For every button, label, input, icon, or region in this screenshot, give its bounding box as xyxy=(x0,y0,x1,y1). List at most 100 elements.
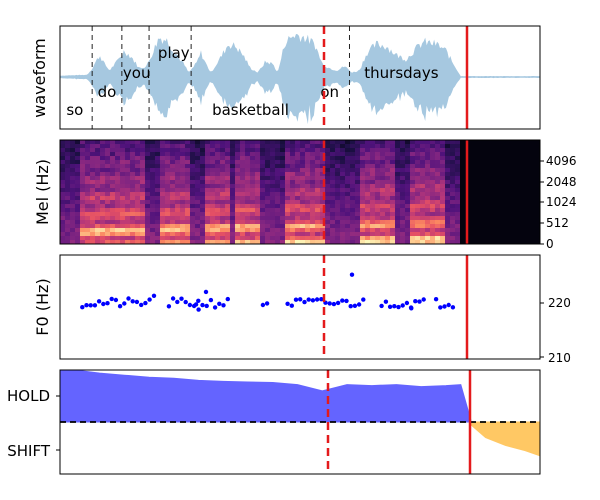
mel-cell xyxy=(335,156,341,161)
mel-cell xyxy=(190,196,196,201)
mel-cell xyxy=(140,144,146,149)
mel-cell xyxy=(240,232,246,237)
mel-cell xyxy=(125,236,131,241)
mel-cell xyxy=(390,212,396,217)
mel-cell xyxy=(85,196,91,201)
mel-cell xyxy=(60,240,66,244)
mel-cell xyxy=(510,156,516,161)
mel-cell xyxy=(155,160,161,165)
mel-cell xyxy=(370,232,376,237)
mel-cell xyxy=(165,168,171,173)
mel-cell xyxy=(95,176,101,181)
mel-cell xyxy=(135,196,141,201)
mel-cell xyxy=(440,216,446,221)
mel-cell xyxy=(390,200,396,205)
mel-cell xyxy=(525,228,531,233)
mel-cell xyxy=(170,152,176,157)
mel-cell xyxy=(390,148,396,153)
mel-cell xyxy=(460,232,466,237)
mel-cell xyxy=(415,192,421,197)
mel-cell xyxy=(460,152,466,157)
mel-cell xyxy=(225,152,231,157)
mel-cell xyxy=(60,196,66,201)
mel-cell xyxy=(525,176,531,181)
mel-cell xyxy=(60,220,66,225)
mel-cell xyxy=(320,164,326,169)
mel-cell xyxy=(295,160,301,165)
mel-cell xyxy=(390,196,396,201)
mel-cell xyxy=(470,148,476,153)
mel-cell xyxy=(170,164,176,169)
mel-cell xyxy=(535,216,540,221)
mel-cell xyxy=(110,208,116,213)
mel-cell xyxy=(435,220,441,225)
mel-cell xyxy=(450,180,456,185)
mel-cell xyxy=(405,236,411,241)
mel-cell xyxy=(355,160,361,165)
mel-cell xyxy=(535,168,540,173)
mel-cell xyxy=(445,204,451,209)
mel-cell xyxy=(415,180,421,185)
mel-cell xyxy=(400,196,406,201)
mel-cell xyxy=(195,216,201,221)
mel-cell xyxy=(260,208,266,213)
mel-cell xyxy=(175,196,181,201)
mel-cell xyxy=(405,184,411,189)
mel-cell xyxy=(300,212,306,217)
mel-cell xyxy=(80,140,86,145)
mel-cell xyxy=(270,160,276,165)
mel-cell xyxy=(245,168,251,173)
mel-cell xyxy=(410,188,416,193)
mel-cell xyxy=(170,160,176,165)
mel-cell xyxy=(315,212,321,217)
mel-cell xyxy=(345,152,351,157)
mel-cell xyxy=(435,224,441,229)
mel-cell xyxy=(285,216,291,221)
mel-cell xyxy=(440,196,446,201)
mel-cell xyxy=(200,192,206,197)
mel-cell xyxy=(355,204,361,209)
mel-cell xyxy=(210,204,216,209)
mel-cell xyxy=(330,184,336,189)
mel-cell xyxy=(155,204,161,209)
mel-cell xyxy=(180,232,186,237)
mel-cell xyxy=(375,172,381,177)
mel-cell xyxy=(315,140,321,145)
mel-cell xyxy=(235,224,241,229)
mel-cell xyxy=(415,212,421,217)
mel-cell xyxy=(475,164,481,169)
mel-cell xyxy=(435,188,441,193)
mel-cell xyxy=(205,144,211,149)
mel-cell xyxy=(100,172,106,177)
mel-cell xyxy=(310,152,316,157)
mel-cell xyxy=(185,212,191,217)
mel-cell xyxy=(340,184,346,189)
mel-cell xyxy=(405,196,411,201)
mel-cell xyxy=(460,212,466,217)
mel-cell xyxy=(425,188,431,193)
mel-cell xyxy=(140,232,146,237)
mel-cell xyxy=(120,224,126,229)
mel-cell xyxy=(165,152,171,157)
mel-cell xyxy=(235,140,241,145)
mel-cell xyxy=(205,204,211,209)
mel-cell xyxy=(335,164,341,169)
mel-cell xyxy=(350,148,356,153)
mel-cell xyxy=(110,220,116,225)
mel-cell xyxy=(490,148,496,153)
mel-cell xyxy=(275,168,281,173)
mel-cell xyxy=(335,148,341,153)
mel-cell xyxy=(160,188,166,193)
mel-cell xyxy=(210,236,216,241)
mel-cell xyxy=(350,220,356,225)
mel-cell xyxy=(455,184,461,189)
mel-cell xyxy=(210,196,216,201)
mel-cell xyxy=(350,192,356,197)
f0-point xyxy=(260,302,266,308)
mel-cell xyxy=(135,168,141,173)
mel-cell xyxy=(310,240,316,244)
mel-cell xyxy=(435,240,441,244)
mel-cell xyxy=(120,192,126,197)
mel-cell xyxy=(155,180,161,185)
mel-cell xyxy=(460,148,466,153)
